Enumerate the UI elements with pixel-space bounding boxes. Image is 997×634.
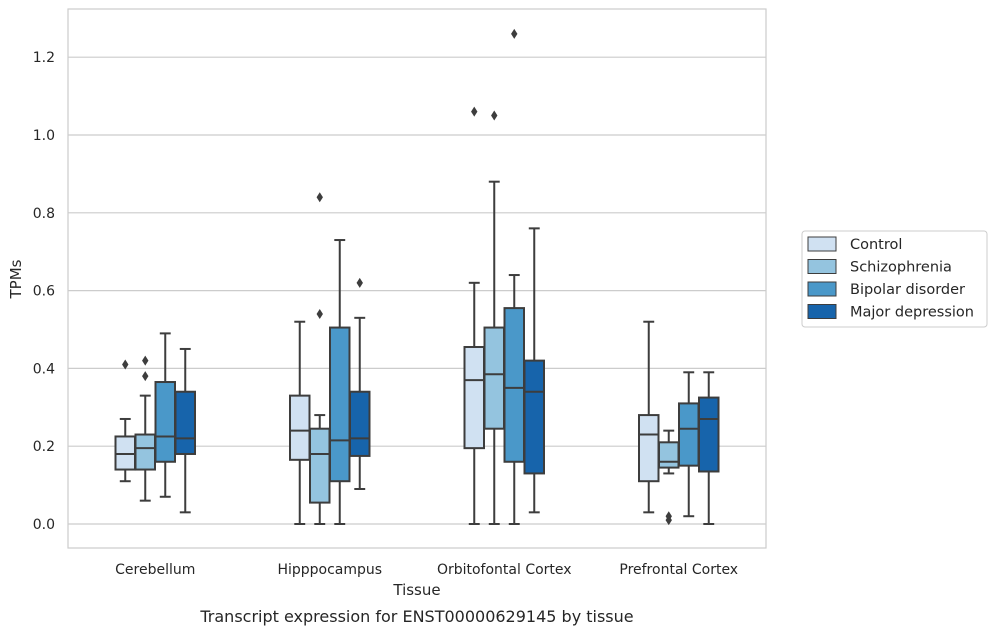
legend-label: Major depression [850,305,974,321]
outlier-point [491,110,498,121]
outlier-point [142,371,149,382]
outlier-point [316,308,323,319]
outlier-point [665,511,672,522]
box-bipolar-disorder [329,239,351,525]
x-tick-label: Cerebellum [115,562,195,578]
box-iqr [698,396,720,473]
box-major-depression [349,277,371,490]
box-iqr [174,390,196,455]
outlier-point [356,277,363,288]
box-major-depression [523,227,545,514]
box-iqr [503,307,525,463]
plot-frame [67,8,767,549]
legend-swatch [807,236,837,252]
box-schizophrenia [658,429,680,526]
box-iqr [483,326,505,430]
box-iqr [134,433,156,471]
box-iqr [154,381,176,463]
legend: Control Schizophrenia Bipolar disorder Majo… [801,230,988,328]
box-iqr [678,402,700,467]
legend-swatch [807,281,837,297]
x-tick-label: Prefrontal Cortex [619,562,738,578]
y-tick-label: 0.8 [33,206,55,222]
x-tick-label: Hipppocampus [277,562,382,578]
box-iqr [463,346,485,450]
box-iqr [289,394,311,461]
box-iqr [309,427,331,504]
y-tick-label: 1.2 [33,50,55,66]
outlier-point [142,355,149,366]
outlier-point [316,192,323,203]
box-iqr [523,359,545,475]
x-tick-labels: Cerebellum Hipppocampus Orbitofontal Corte… [115,562,738,578]
box-major-depression [698,371,720,525]
box-iqr [329,326,351,483]
y-axis-title: TPMs [7,259,25,299]
box-bipolar-disorder [154,332,176,498]
x-axis-title: Tissue [392,581,440,599]
outlier-point [122,359,129,370]
legend-swatch [807,259,837,274]
y-tick-label: 0.2 [33,439,55,455]
y-tick-label: 0.4 [33,361,55,377]
legend-frame [801,230,988,328]
x-tick-label: Orbitofontal Cortex [437,562,572,578]
y-tick-label: 0.6 [33,284,55,300]
box-control [289,320,311,525]
outlier-point [511,28,518,39]
y-tick-labels: 0.0 0.2 0.4 0.6 0.8 1.0 1.2 [33,50,55,533]
box-control [114,359,136,483]
box-schizophrenia [134,355,156,502]
y-tick-label: 0.0 [33,517,55,533]
box-iqr [349,390,371,457]
legend-swatch [807,304,837,319]
box-bipolar-disorder [678,371,700,518]
legend-label: Schizophrenia [850,260,952,276]
y-tick-label: 1.0 [33,128,55,144]
box-major-depression [174,347,196,514]
box-iqr [638,414,660,483]
legend-label: Bipolar disorder [850,282,965,298]
box-schizophrenia [309,192,331,525]
box-control [463,106,485,525]
box-schizophrenia [483,110,505,525]
chart-caption: Transcript expression for ENST0000062914… [199,607,633,626]
box-iqr [658,441,680,469]
outlier-point [471,106,478,117]
box-bipolar-disorder [503,28,525,525]
box-control [638,320,660,514]
boxes [114,28,720,526]
legend-label: Control [850,237,902,253]
